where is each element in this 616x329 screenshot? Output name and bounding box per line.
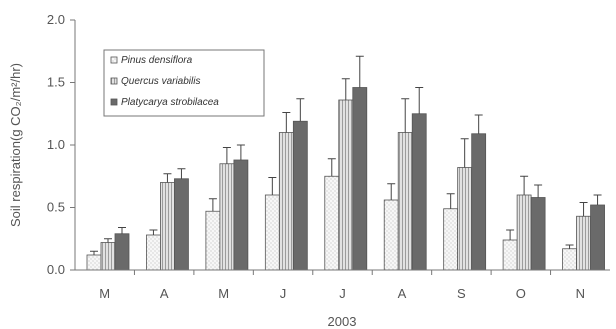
bar-platycarya xyxy=(411,113,427,271)
bar-quercus xyxy=(100,242,116,271)
bar-pinus xyxy=(264,194,280,271)
bar-quercus xyxy=(576,215,591,271)
x-tick-label: M xyxy=(99,286,110,301)
bar-pinus xyxy=(205,210,221,271)
y-tick-label: 0.0 xyxy=(47,262,65,277)
bar-quercus xyxy=(219,163,235,271)
bar-pinus xyxy=(146,234,161,271)
x-tick-label: M xyxy=(218,286,229,301)
x-tick-label: N xyxy=(576,286,585,301)
y-axis-ticks: 0.0 0.5 1.0 1.5 2.0 xyxy=(47,12,75,277)
error-bars-layer xyxy=(90,55,602,255)
legend: Pinus densiflora Quercus variabilis Plat… xyxy=(103,49,265,117)
legend-label-platycarya: Platycarya strobilacea xyxy=(121,97,219,108)
bar-pinus xyxy=(443,208,459,271)
x-tick-label: S xyxy=(457,286,466,301)
bar-pinus xyxy=(86,254,102,271)
x-tick-label: A xyxy=(160,286,169,301)
bar-pinus xyxy=(324,175,340,271)
bars-layer xyxy=(86,87,605,271)
y-axis-title: Soil respiration(g CO₂/m²/hr) xyxy=(8,63,23,227)
legend-box xyxy=(103,49,265,117)
x-tick-label: J xyxy=(280,286,287,301)
x-tick-label: A xyxy=(398,286,407,301)
legend-swatch-pinus xyxy=(110,56,118,64)
bar-platycarya xyxy=(292,120,308,271)
bar-platycarya xyxy=(233,159,249,271)
bar-quercus xyxy=(397,132,413,271)
bar-platycarya xyxy=(530,197,546,271)
y-tick-label: 1.0 xyxy=(47,137,65,152)
bar-pinus xyxy=(562,248,577,271)
bar-platycarya xyxy=(471,133,487,271)
y-tick-label: 1.5 xyxy=(47,75,65,90)
y-tick-label: 0.5 xyxy=(47,200,65,215)
bar-quercus xyxy=(278,132,294,271)
bar-platycarya xyxy=(114,233,130,271)
bar-quercus xyxy=(457,167,473,271)
x-tick-label: O xyxy=(516,286,526,301)
legend-label-pinus: Pinus densiflora xyxy=(121,55,193,66)
bar-platycarya xyxy=(174,178,189,271)
x-axis-title: 2003 xyxy=(328,314,357,329)
bar-pinus xyxy=(502,239,518,271)
bar-quercus xyxy=(338,99,354,271)
bar-quercus xyxy=(160,182,175,271)
x-tick-label: J xyxy=(339,286,346,301)
legend-swatch-platycarya xyxy=(110,98,118,106)
bar-platycarya xyxy=(590,204,605,271)
legend-swatch-quercus xyxy=(110,77,118,85)
y-tick-label: 2.0 xyxy=(47,12,65,27)
legend-label-quercus: Quercus variabilis xyxy=(121,76,200,87)
bar-pinus xyxy=(383,199,399,271)
bar-platycarya xyxy=(352,87,368,271)
bar-quercus xyxy=(516,194,532,271)
